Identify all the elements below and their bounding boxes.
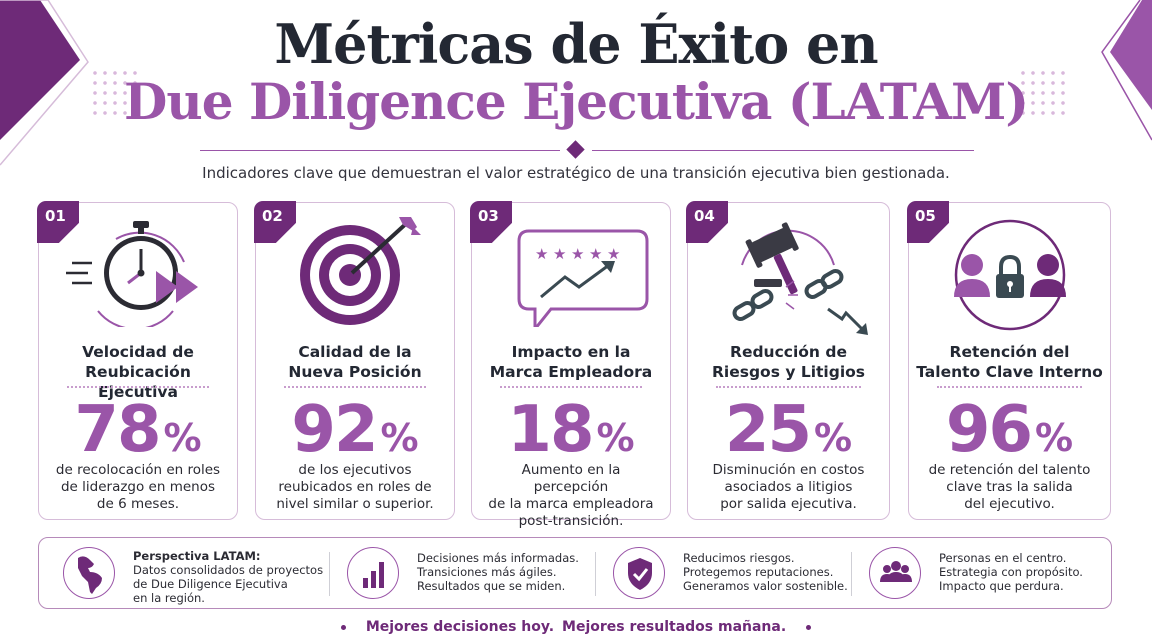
page-title-line1: Métricas de Éxito en bbox=[274, 12, 878, 76]
card-description: Disminución en costos asociados a litigio… bbox=[712, 462, 865, 512]
metric-card-employer-brand: 03 ★ ★ ★ ★ ★ Impacto en la Marca Empleadora 1… bbox=[470, 201, 671, 529]
page-subtitle: Indicadores clave que demuestran el valo… bbox=[202, 164, 950, 182]
footer-tagline: Mejores decisiones hoy. Mejores resultado… bbox=[0, 619, 1152, 635]
panel-divider bbox=[595, 552, 596, 596]
card-description: de retención del talento clave tras la sa… bbox=[928, 462, 1091, 512]
people-lock-icon bbox=[909, 217, 1110, 337]
diamond-ornament bbox=[566, 140, 585, 159]
corner-decoration-left bbox=[0, 0, 89, 166]
svg-text:★: ★ bbox=[607, 245, 620, 263]
metric-card-position-quality: 02 Calidad de la Nueva Posición 92% de lo… bbox=[254, 201, 455, 520]
card-separator bbox=[716, 386, 861, 388]
card-description: de los ejecutivos reubicados en roles de n… bbox=[276, 462, 434, 512]
perspective-text: Perspectiva LATAM: Datos consolidados de… bbox=[133, 549, 324, 605]
card-title: Calidad de la Nueva Posición bbox=[288, 343, 422, 381]
card-separator bbox=[500, 386, 642, 388]
gavel-broken-chain-icon bbox=[688, 217, 889, 337]
metric-card-relocation-speed: 01 Velocidad de Reubicación Ejecutiva 78%… bbox=[37, 201, 238, 520]
card-title: Impacto en la Marca Empleadora bbox=[489, 343, 653, 381]
bullet-dot bbox=[340, 624, 346, 630]
title-divider-left bbox=[200, 150, 560, 151]
card-separator bbox=[937, 386, 1082, 388]
card-description: de recolocación en roles de liderazgo en … bbox=[55, 462, 221, 512]
summary-panel: Perspectiva LATAM: Datos consolidados de… bbox=[38, 537, 1112, 609]
card-number-badge: 03 bbox=[470, 201, 512, 243]
decisions-text: Decisiones más informadas. Transiciones … bbox=[417, 551, 579, 593]
latam-map-icon bbox=[63, 547, 115, 599]
metric-card-risk-reduction: 04 Reducción de Riesgos y Litigios 25% bbox=[686, 201, 890, 520]
panel-divider bbox=[851, 552, 852, 596]
card-value: 18% bbox=[507, 393, 635, 467]
card-value: 25% bbox=[724, 393, 853, 467]
bullet-dot bbox=[806, 624, 812, 630]
stopwatch-fast-forward-icon bbox=[39, 217, 237, 337]
card-title: Reducción de Riesgos y Litigios bbox=[711, 343, 866, 381]
card-number-badge: 02 bbox=[254, 201, 296, 243]
metric-card-talent-retention: 05 Retención del Talento Clave Interno 96… bbox=[907, 201, 1111, 520]
svg-text:★: ★ bbox=[553, 245, 566, 263]
title-divider-right bbox=[592, 150, 974, 151]
svg-text:★: ★ bbox=[535, 245, 548, 263]
svg-text:★: ★ bbox=[571, 245, 584, 263]
card-value: 92% bbox=[291, 393, 419, 467]
dot-pattern-left bbox=[90, 68, 140, 116]
card-title: Retención del Talento Clave Interno bbox=[916, 343, 1103, 381]
page-title-line2: Due Diligence Ejecutiva (LATAM) bbox=[124, 72, 1029, 131]
people-text: Personas en el centro. Estrategia con pr… bbox=[939, 551, 1083, 593]
card-separator bbox=[67, 386, 209, 388]
bar-chart-icon bbox=[347, 547, 399, 599]
card-separator bbox=[284, 386, 426, 388]
risks-text: Reducimos riesgos. Protegemos reputacion… bbox=[683, 551, 848, 593]
corner-decoration-right bbox=[1101, 0, 1152, 141]
rating-chat-trend-icon: ★ ★ ★ ★ ★ bbox=[472, 217, 670, 337]
panel-divider bbox=[329, 552, 330, 596]
card-description: Aumento en la percepción de la marca empl… bbox=[488, 462, 654, 529]
card-title: Velocidad de Reubicación Ejecutiva bbox=[82, 343, 194, 401]
dot-pattern-right bbox=[1018, 68, 1068, 116]
target-arrow-icon bbox=[256, 217, 454, 337]
card-value: 96% bbox=[945, 393, 1074, 467]
people-group-icon bbox=[869, 547, 921, 599]
card-value: 78% bbox=[74, 393, 202, 467]
shield-check-icon bbox=[613, 547, 665, 599]
svg-text:★: ★ bbox=[589, 245, 602, 263]
